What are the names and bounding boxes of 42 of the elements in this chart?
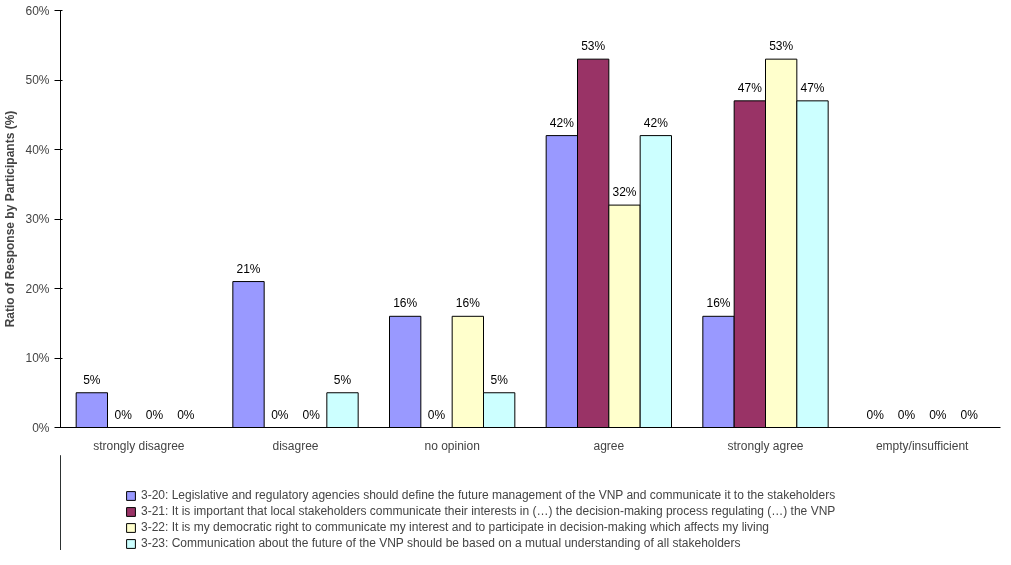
legend-label: 3-20: Legislative and regulatory agencies should define the future management of the VNP and communicate it to the stakeholders: [141, 488, 836, 502]
x-tick-label: strongly disagree: [93, 438, 185, 453]
data-label: 32%: [612, 185, 637, 200]
legend-label: 3-22: It is my democratic right to communicate my interest and to participate in decision-making which affects my living: [141, 520, 770, 534]
data-label: 5%: [83, 372, 101, 387]
data-label: 0%: [114, 407, 133, 422]
data-label: 16%: [455, 296, 481, 311]
data-label: 0%: [960, 407, 979, 422]
data-label: 16%: [706, 296, 731, 311]
data-label: 42%: [549, 115, 575, 130]
legend-label: 3-21: It is important that local stakeholders communicate their interests in (…) the decision-making process regulating (…) the VNP: [141, 504, 836, 518]
data-label: 0%: [427, 407, 446, 422]
y-tick-label: 0%: [32, 420, 50, 435]
data-label: 47%: [800, 80, 825, 95]
data-label: 0%: [897, 407, 916, 422]
y-tick-label: 30%: [25, 212, 50, 226]
y-tick-label: 40%: [25, 142, 50, 157]
data-label: 42%: [643, 115, 669, 130]
data-label: 0%: [866, 407, 885, 422]
x-tick-label: empty/insufficient: [875, 438, 970, 453]
data-label: 5%: [490, 372, 509, 387]
data-label: 0%: [145, 407, 164, 422]
data-label: 0%: [177, 407, 195, 422]
data-label: 47%: [737, 80, 763, 95]
data-label: 0%: [302, 407, 321, 422]
y-tick-label: 60%: [25, 3, 50, 18]
data-label: 16%: [393, 296, 418, 311]
data-label: 0%: [929, 407, 947, 422]
data-label: 53%: [581, 39, 606, 54]
data-label: 5%: [333, 372, 352, 387]
y-axis-title: Ratio of Response by Participants (%): [3, 110, 18, 328]
x-tick-label: strongly agree: [727, 438, 804, 453]
y-tick-label: 10%: [25, 351, 50, 365]
x-tick-label: no opinion: [424, 438, 480, 453]
x-tick-label: disagree: [272, 438, 319, 453]
data-label: 21%: [236, 261, 261, 276]
y-tick-label: 20%: [25, 281, 50, 296]
y-tick-label: 50%: [25, 73, 50, 87]
x-tick-label: agree: [593, 438, 625, 453]
data-label: 53%: [769, 39, 794, 54]
legend-label: 3-23: Communication about the future of the VNP should be based on a mutual understanding of all stakeholders: [141, 536, 741, 550]
data-label: 0%: [271, 407, 289, 422]
